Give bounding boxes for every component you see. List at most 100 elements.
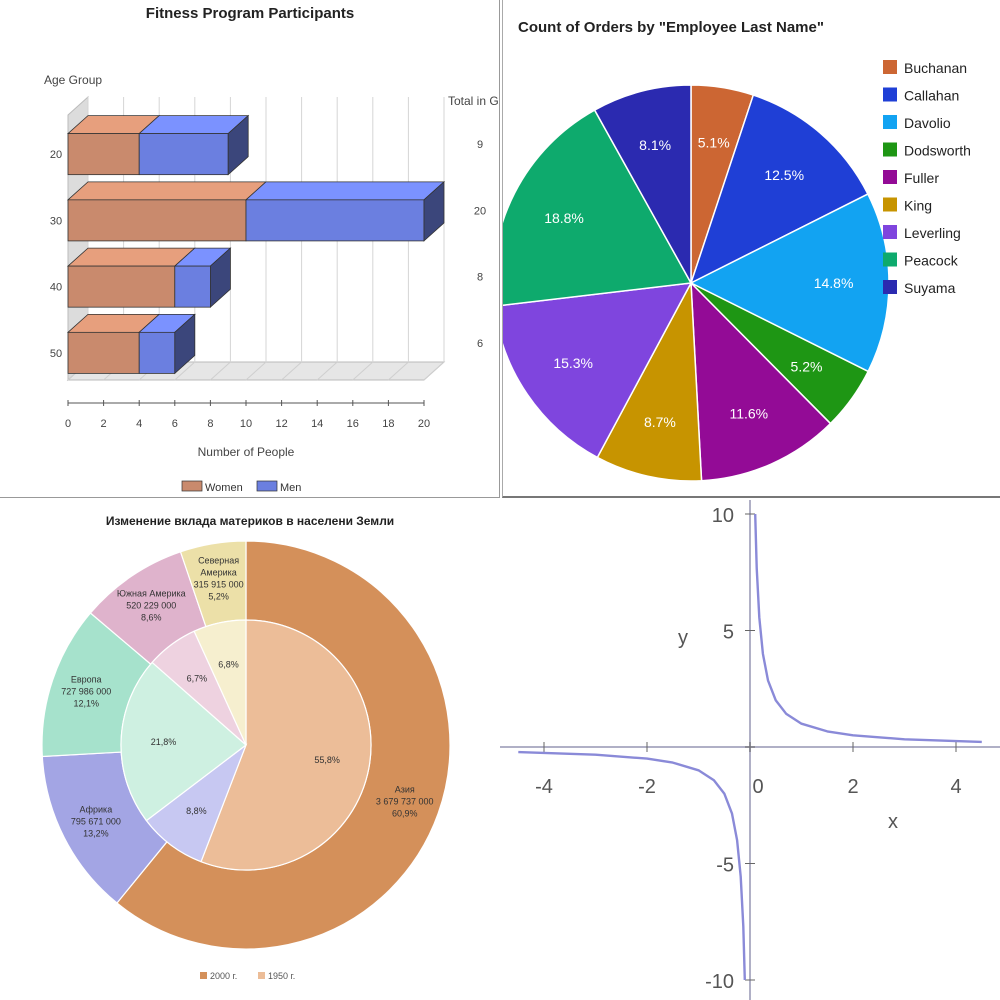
outer-segment-label: 5,2% [208, 592, 229, 602]
curve-branch [754, 513, 982, 744]
floor-line [245, 361, 267, 381]
bar-side [227, 114, 249, 176]
x-tick-label: -2 [638, 776, 656, 798]
right-axis-label: Total in Group [448, 94, 500, 108]
total-label: 9 [477, 139, 483, 151]
slice-value-label: 14.8% [814, 275, 854, 291]
floor-line [352, 361, 374, 381]
legend-label: 1950 г. [268, 971, 295, 981]
x-tick-label: 2 [101, 418, 107, 430]
x-tick-label: 0 [65, 418, 71, 430]
legend-swatch [181, 480, 203, 492]
fitness-chart: Fitness Program Participants Age Group T… [44, 5, 500, 494]
x-tick-label: 4 [950, 776, 961, 798]
slice-value-label: 5.2% [791, 359, 823, 375]
bar-segment-women [67, 331, 140, 374]
outer-segment-label: Южная Америка [117, 589, 186, 599]
bar-segment-women [67, 133, 140, 176]
outer-segment-label: Северная [198, 556, 239, 566]
legend-label: Dodsworth [904, 143, 971, 159]
y-axis-label: Age Group [44, 73, 102, 87]
legend-swatch [883, 170, 897, 184]
legend-label: Men [280, 482, 301, 494]
bar-top [66, 247, 196, 267]
outer-segment-label: 727 986 000 [61, 686, 111, 696]
outer-segment-label: 12,1% [73, 698, 99, 708]
legend-swatch [883, 142, 897, 157]
outer-segment-label: 520 229 000 [126, 601, 176, 611]
chart-title: Изменение вклада материков в населени Зе… [106, 514, 394, 528]
bar-side [423, 180, 445, 242]
pie-slice-peacock [503, 109, 693, 306]
bar-segment-women [67, 265, 176, 308]
x-tick-label: 10 [240, 418, 252, 430]
bar-top [66, 181, 268, 201]
slice-value-label: 18.8% [544, 210, 584, 226]
floor-line [316, 361, 338, 381]
inner-segment-label: 8,8% [186, 806, 207, 816]
bar-segment-men [138, 133, 229, 176]
chart-title: Count of Orders by "Employee Last Name" [518, 19, 824, 36]
legend-swatch [883, 225, 897, 239]
legend-swatch [200, 972, 207, 979]
function-plot: -4 -2 0 2 4 10 5 -5 -10 x y [500, 500, 1000, 1000]
x-tick-label: 14 [311, 418, 323, 430]
x-tick-label: 4 [136, 418, 142, 430]
outer-segment-label: 315 915 000 [194, 580, 244, 590]
y-tick-label: 20 [50, 149, 62, 161]
slice-value-label: 8.1% [639, 137, 671, 153]
legend-swatch [883, 60, 897, 74]
outer-segment-label: 60,9% [392, 809, 418, 819]
outer-segment-label: Европа [71, 674, 102, 684]
bar-segment-men [245, 199, 425, 242]
slice-value-label: 5.1% [698, 134, 730, 150]
slice-value-label: 11.6% [729, 405, 768, 421]
orders-pie-chart: Count of Orders by "Employee Last Name" … [503, 19, 971, 482]
floor-line [210, 361, 231, 381]
y-tick-label: 50 [50, 348, 62, 360]
inner-ring-segment [200, 619, 372, 871]
floor-line [388, 361, 409, 381]
bar-segment-men [174, 265, 211, 308]
x-tick-label: 16 [347, 418, 359, 430]
bar-side [174, 313, 196, 375]
inner-segment-label: 55,8% [314, 755, 340, 765]
y-tick-label: 30 [50, 215, 62, 227]
outer-segment-label: 8,6% [141, 613, 162, 623]
legend-swatch [883, 87, 897, 102]
pie-slice-suyama [593, 84, 692, 286]
x-tick-label: -4 [535, 776, 553, 798]
function-plot-panel: -4 -2 0 2 4 10 5 -5 -10 x y [500, 500, 1000, 1000]
legend-swatch [258, 972, 265, 979]
legend-label: Peacock [904, 253, 959, 269]
legend-label: Fuller [904, 170, 939, 186]
legend-label: Buchanan [904, 60, 967, 76]
outer-segment-label: 3 679 737 000 [376, 797, 434, 807]
outer-segment-label: Африка [80, 804, 113, 814]
pie-slice-fuller [690, 281, 832, 482]
slice-value-label: 15.3% [553, 355, 593, 371]
outer-segment-label: 13,2% [83, 828, 109, 838]
total-label: 8 [477, 272, 483, 284]
y-axis-label: y [678, 627, 688, 649]
legend-label: Davolio [904, 115, 951, 131]
y-tick-label: -5 [716, 855, 734, 877]
bar-segment-men [138, 331, 176, 374]
x-axis-label: Number of People [198, 445, 295, 459]
x-axis-label: x [888, 811, 898, 833]
outer-segment-label: 795 671 000 [71, 816, 121, 826]
orders-chart-panel: Count of Orders by "Employee Last Name" … [502, 0, 1000, 498]
chart-title: Fitness Program Participants [146, 5, 354, 22]
x-tick-label: 20 [418, 418, 430, 430]
y-tick-label: 5 [723, 622, 734, 644]
inner-ring-segment [120, 661, 247, 822]
bar-top [244, 181, 446, 201]
outer-segment-label: Америка [200, 568, 236, 578]
slice-value-label: 8.7% [644, 414, 676, 430]
legend-label: 2000 г. [210, 971, 237, 981]
curve-branch [518, 750, 746, 981]
floor-line [281, 361, 302, 381]
legend-swatch [883, 115, 897, 129]
legend-swatch [256, 480, 278, 492]
legend-swatch [883, 280, 897, 294]
